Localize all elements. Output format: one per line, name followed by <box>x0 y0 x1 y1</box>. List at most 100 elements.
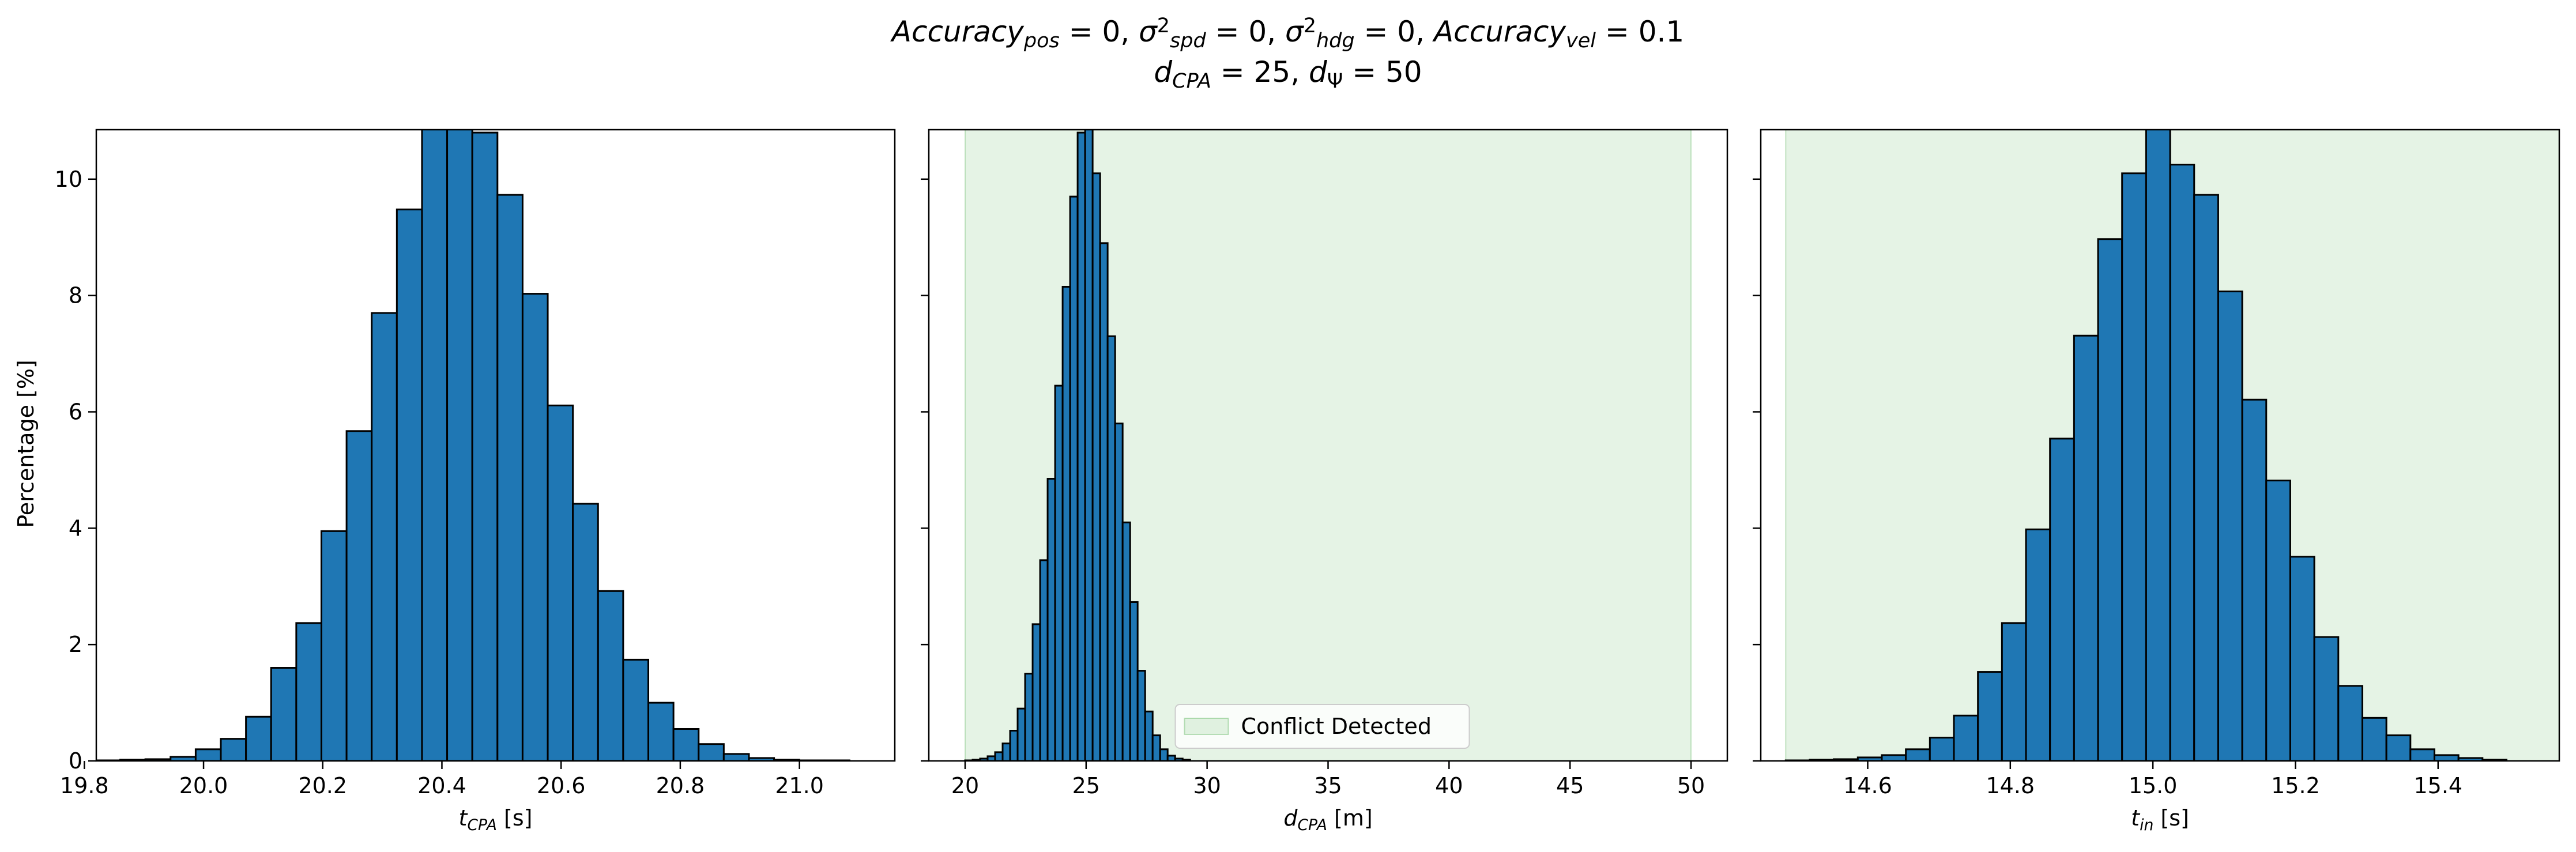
histogram-bar <box>1114 423 1124 761</box>
y-axis-label: Percentage [%] <box>13 360 39 528</box>
histogram-bar <box>2241 398 2268 761</box>
histogram-bar <box>295 622 322 761</box>
histogram-bar <box>2049 438 2075 761</box>
histogram-bar <box>2121 172 2147 761</box>
histogram-bar <box>2289 556 2315 761</box>
histogram-bar <box>547 404 574 761</box>
x-tick-label: 35 <box>1314 773 1342 798</box>
y-tick-label: 8 <box>69 283 82 308</box>
histogram-bar <box>1166 755 1176 761</box>
plot-area <box>96 130 850 761</box>
x-tick-label: 15.2 <box>2271 773 2320 798</box>
histogram-bar <box>2145 130 2171 761</box>
legend-swatch <box>1184 718 1229 735</box>
x-tick-label: 20 <box>951 773 979 798</box>
x-tick-label: 20.6 <box>537 773 586 798</box>
histogram-bar <box>496 194 524 761</box>
x-tick-label: 19.8 <box>60 773 109 798</box>
histogram-bar <box>1016 707 1026 761</box>
x-tick-label: 15.4 <box>2413 773 2462 798</box>
histogram-bar <box>2409 748 2435 761</box>
y-tick-label: 2 <box>69 632 82 657</box>
histogram-bar <box>446 130 473 761</box>
x-tick-label: 21.0 <box>775 773 824 798</box>
histogram-bar <box>2361 717 2387 761</box>
histogram-bar <box>2433 754 2460 761</box>
histogram-bar <box>1099 242 1109 761</box>
histogram-bar <box>220 738 247 761</box>
histogram-bar <box>421 130 449 761</box>
legend-label: Conflict Detected <box>1241 714 1432 739</box>
histogram-bar <box>1084 130 1094 761</box>
histogram-bar <box>1121 521 1131 761</box>
x-axis-label: tCPA [s] <box>459 805 533 834</box>
panel-dcpa: 20 25 30 35 40 45 50 dCPA [m] Conflict Detected <box>921 129 1728 834</box>
plot-area <box>964 130 1692 761</box>
title-line-1: Accuracypos = 0, σ2spd = 0, σ2hdg = 0, A… <box>890 14 1684 52</box>
histogram-bar <box>1076 131 1086 761</box>
legend-box <box>1174 704 1470 749</box>
y-tick-label: 10 <box>55 167 82 192</box>
histogram-bar <box>345 430 373 761</box>
x-tick-label: 30 <box>1193 773 1221 798</box>
x-tick-label: 50 <box>1677 773 1705 798</box>
histogram-bar <box>371 312 398 761</box>
histogram-bar <box>1069 195 1079 761</box>
legend: Conflict Detected <box>1174 704 1470 749</box>
histogram-bar <box>1136 670 1146 761</box>
histogram-bar <box>1031 623 1041 761</box>
x-tick-label: 20.4 <box>417 773 466 798</box>
histogram-bar <box>194 748 222 761</box>
x-tick-label: 20.8 <box>656 773 705 798</box>
x-tick-label: 20.0 <box>179 773 228 798</box>
histogram-bar <box>1009 730 1019 761</box>
histogram-bar <box>471 131 499 761</box>
histogram-bar <box>1953 714 1979 761</box>
histogram-bar <box>1977 671 2003 761</box>
x-tick-label: 15.0 <box>2129 773 2178 798</box>
x-tick-label: 14.6 <box>1843 773 1892 798</box>
x-axis-label: dCPA [m] <box>1283 805 1372 834</box>
histogram-bar <box>1106 335 1116 761</box>
histogram-bar <box>597 590 624 761</box>
histogram-bar <box>2025 528 2051 761</box>
histogram-bar <box>672 727 700 761</box>
y-tick-label: 4 <box>69 515 82 541</box>
histogram-bar <box>1929 737 1955 761</box>
axes-frame <box>1760 129 2560 762</box>
histogram-bar <box>1881 754 1907 761</box>
histogram-bar <box>1039 559 1049 761</box>
histogram-bar <box>572 503 599 761</box>
x-tick-label: 40 <box>1435 773 1463 798</box>
histogram-bar <box>2193 194 2219 761</box>
panel-tin: 14.6 14.8 15.0 15.2 15.4 tin [s] <box>1753 129 2560 834</box>
histogram-bar <box>2073 334 2099 761</box>
histogram-bar <box>245 715 272 761</box>
histogram-bar <box>1151 734 1161 761</box>
histogram-bar <box>1054 384 1064 761</box>
figure-title: Accuracypos = 0, σ2spd = 0, σ2hdg = 0, A… <box>890 14 1684 93</box>
histogram-bar <box>1129 601 1139 761</box>
panels: 19.8 20.0 20.2 20.4 20.6 20.8 21.0 0 2 4 6 8 10 tCPA … <box>55 129 2560 834</box>
histogram-bar <box>270 667 297 761</box>
histogram-bar <box>722 753 750 761</box>
histogram-bar <box>2001 622 2027 761</box>
histogram-bar <box>647 702 675 761</box>
y-tick-label: 6 <box>69 399 82 424</box>
histogram-bar <box>1046 478 1056 761</box>
histogram-bar <box>2169 164 2195 761</box>
histogram-bar <box>1061 285 1071 761</box>
histogram-bar <box>1001 742 1011 761</box>
histogram-bar <box>1024 673 1034 761</box>
histogram-bar <box>2385 734 2412 761</box>
histogram-bar <box>994 751 1004 761</box>
histogram-bar <box>2337 685 2363 761</box>
histogram-bar <box>2097 238 2123 761</box>
histogram-bar <box>1091 172 1101 761</box>
histogram-bar <box>1144 710 1154 761</box>
histogram-bar <box>622 658 650 761</box>
y-tick-label: 0 <box>69 748 82 774</box>
histogram-bar <box>521 293 549 761</box>
x-tick-label: 25 <box>1072 773 1100 798</box>
